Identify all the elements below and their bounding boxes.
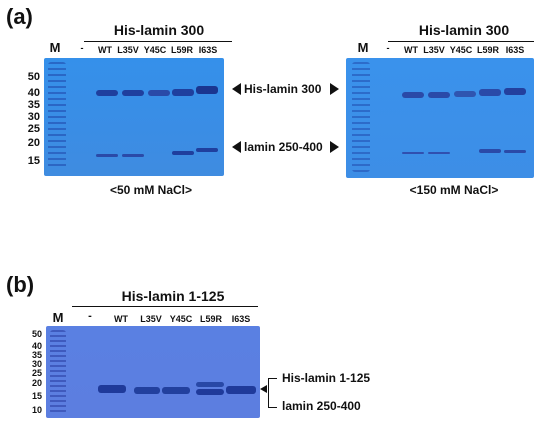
lane-label: WT <box>404 45 418 55</box>
gel-a-left-title: His-lamin 300 <box>113 22 205 38</box>
protein-band <box>428 92 450 98</box>
annotation-his-lamin-1-125: His-lamin 1-125 <box>282 371 371 385</box>
protein-band <box>196 148 218 152</box>
gel-b-title: His-lamin 1-125 <box>121 288 225 304</box>
lane-label: I63S <box>198 45 218 55</box>
protein-band <box>479 89 501 96</box>
gel-image-a-left <box>44 58 224 176</box>
condition-label: <150 mM NaCl> <box>409 183 499 197</box>
marker-header: M <box>357 40 369 55</box>
lane-label: L35V <box>140 314 162 324</box>
annotation-his-lamin-300: His-lamin 300 <box>244 82 322 96</box>
marker-size-label: 40 <box>27 87 40 99</box>
gel-a-right-title: His-lamin 300 <box>418 22 510 38</box>
marker-ladder <box>50 330 66 414</box>
marker-size-label: 20 <box>27 137 40 149</box>
protein-band <box>122 90 144 96</box>
protein-band <box>134 387 160 394</box>
gel-image-a-right <box>346 58 534 178</box>
lane-label: WT <box>114 314 128 324</box>
protein-band <box>454 91 476 97</box>
panel-a-label: (a) <box>6 4 33 29</box>
protein-band <box>479 149 501 153</box>
panel-b-label: (b) <box>6 272 35 297</box>
marker-header: M <box>49 40 61 55</box>
gel-a-right-title-rule <box>388 41 534 42</box>
marker-ladder <box>352 62 370 172</box>
marker-size-label: 25 <box>27 123 40 135</box>
protein-band <box>122 154 144 157</box>
arrow-left-icon <box>232 141 241 153</box>
condition-label: <50 mM NaCl> <box>109 183 193 197</box>
lane-label: Y45C <box>449 45 473 55</box>
bracket-icon <box>268 378 277 408</box>
protein-band <box>226 386 256 394</box>
protein-band <box>172 89 194 96</box>
marker-size-label: 35 <box>27 99 40 111</box>
marker-size-label: 15 <box>31 391 42 401</box>
arrow-left-icon <box>232 83 241 95</box>
gel-image-b <box>46 326 260 418</box>
protein-band <box>196 86 218 94</box>
protein-band <box>196 382 224 387</box>
lane-label: L59R <box>170 45 193 55</box>
protein-band <box>428 152 450 154</box>
protein-band <box>98 385 126 393</box>
protein-band <box>96 90 118 96</box>
arrow-right-icon <box>330 141 339 153</box>
lane-label: - <box>88 310 92 322</box>
marker-size-label: 40 <box>31 341 42 351</box>
lane-label: Y45C <box>169 314 193 324</box>
marker-size-label: 30 <box>31 359 42 369</box>
lane-label: I63S <box>231 314 251 324</box>
protein-band <box>504 150 526 153</box>
marker-size-label: 50 <box>31 329 42 339</box>
protein-band <box>162 387 190 394</box>
marker-size-label: 35 <box>31 350 42 360</box>
marker-size-label: 15 <box>27 155 40 167</box>
annotation-lamin-250-400: lamin 250-400 <box>282 399 361 413</box>
gel-a-left-title-rule <box>84 41 232 42</box>
lane-label: Y45C <box>143 45 167 55</box>
annotation-lamin-250-400: lamin 250-400 <box>244 140 323 154</box>
lane-label: L35V <box>117 45 139 55</box>
protein-band <box>504 88 526 95</box>
protein-band <box>148 90 170 96</box>
lane-label: - <box>80 43 84 53</box>
arrow-right-icon <box>330 83 339 95</box>
marker-size-label: 30 <box>27 111 40 123</box>
protein-band <box>402 92 424 98</box>
lane-label: L35V <box>423 45 445 55</box>
protein-band <box>402 152 424 154</box>
protein-band <box>172 151 194 155</box>
gel-b-title-rule <box>72 306 258 307</box>
marker-size-label: 20 <box>31 378 42 388</box>
lane-label: WT <box>98 45 112 55</box>
marker-size-label: 50 <box>27 71 40 83</box>
arrow-left-icon <box>260 385 267 393</box>
lane-label: L59R <box>476 45 499 55</box>
lane-label: I63S <box>505 45 525 55</box>
protein-band <box>96 154 118 157</box>
marker-size-label: 25 <box>31 368 42 378</box>
protein-band <box>196 389 224 395</box>
marker-ladder <box>48 62 66 170</box>
lane-label: L59R <box>199 314 222 324</box>
marker-header: M <box>52 310 64 325</box>
lane-label: - <box>386 43 390 53</box>
marker-size-label: 10 <box>31 405 42 415</box>
